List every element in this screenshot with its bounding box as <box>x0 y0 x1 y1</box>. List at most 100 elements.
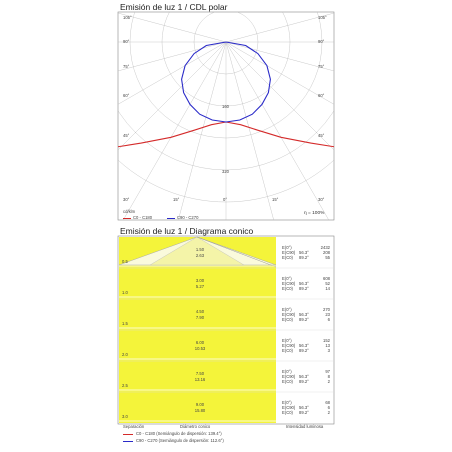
label-ec90: E(C90) <box>282 311 296 317</box>
angle-c90: 56.3° <box>299 311 309 317</box>
angle-label-left-60: 60° <box>123 93 130 98</box>
grid-ray <box>225 12 334 43</box>
angle-c0: 89.2° <box>299 347 309 353</box>
legend-label-c90: C90 - C270 <box>177 215 199 220</box>
bottom-label-15-right: 15° <box>272 197 279 202</box>
angle-c0: 89.2° <box>299 316 309 322</box>
grid-ray <box>118 41 227 72</box>
polar-grid <box>118 12 334 220</box>
grid-ray <box>225 41 329 220</box>
cone-legend-c90: C90 - C270 (Semiángulo de dispersión: 11… <box>136 438 224 443</box>
separation-value: 2.5 <box>122 383 128 388</box>
label-ec90: E(C90) <box>282 342 296 348</box>
grid-ray <box>118 41 227 151</box>
diameter-c0: 2.63 <box>195 252 205 258</box>
label-ec90: E(C90) <box>282 249 296 255</box>
label-ec90: E(C90) <box>282 404 296 410</box>
angle-c90: 56.3° <box>299 280 309 286</box>
legend-swatch-c0 <box>123 218 131 219</box>
label-ec90: E(C90) <box>282 373 296 379</box>
value-ec90: 208 <box>323 249 330 255</box>
value-e0: 608 <box>323 275 330 281</box>
polar-title: Emisión de luz 1 / CDL polar <box>120 2 228 12</box>
footer-diametro: Diámetro conico <box>180 424 211 429</box>
value-ec0: 2 <box>327 378 330 384</box>
diameter-c0: 13.16 <box>194 376 206 382</box>
cone-title: Emisión de luz 1 / Diagrama conico <box>120 226 254 236</box>
angle-c0: 89.2° <box>299 378 309 384</box>
diameter-c90: 9.00 <box>195 401 205 407</box>
angle-c90: 56.3° <box>299 342 309 348</box>
angle-label-left-45: 45° <box>123 133 130 138</box>
label-e0: E(0°) <box>282 337 292 343</box>
value-ec90: 52 <box>325 280 330 286</box>
grid-ray <box>225 41 334 151</box>
grid-ray <box>225 41 334 72</box>
radial-label-320: 320 <box>222 169 229 174</box>
angle-label-right-30: 30° <box>318 197 325 202</box>
cone-wedge-narrow <box>149 236 245 266</box>
efficiency-label: η = 100% <box>304 211 325 216</box>
separation-value: 1.5 <box>122 321 128 326</box>
cone-legend-swatch-c0 <box>123 434 133 435</box>
bottom-label-0: 0° <box>223 197 228 202</box>
label-ec0: E(C0) <box>282 316 293 322</box>
grid-ray <box>118 41 227 105</box>
cone-rows <box>119 265 333 422</box>
label-ec0: E(C0) <box>282 254 293 260</box>
grid-ray <box>123 41 227 220</box>
label-e0: E(0°) <box>282 244 292 250</box>
angle-c0: 89.2° <box>299 409 309 415</box>
grid-ray <box>225 41 274 220</box>
value-ec0: 2 <box>327 409 330 415</box>
cone-edge-right <box>196 236 277 268</box>
angle-c90: 56.3° <box>299 249 309 255</box>
cone-legend-c0: C0 - C180 (Semiángulo de dispersión: 139… <box>136 431 222 436</box>
footer-intensidad: Intensidad luminosa <box>286 424 324 429</box>
polar-curves <box>118 41 334 148</box>
value-ec90: 8 <box>327 373 330 379</box>
angle-c90: 56.3° <box>299 373 309 379</box>
diameter-c0: 10.53 <box>194 345 206 351</box>
value-ec0: 14 <box>325 285 330 291</box>
angle-label-right-105: 105° <box>318 15 327 20</box>
separation-value: 3.0 <box>122 414 128 419</box>
diameter-c90: 4.50 <box>195 308 205 314</box>
value-e0: 152 <box>323 337 330 343</box>
angle-label-right-75: 75° <box>318 64 325 69</box>
label-e0: E(0°) <box>282 399 292 405</box>
angle-c0: 89.2° <box>299 254 309 260</box>
value-ec90: 13 <box>325 342 330 348</box>
grid-ray <box>225 41 334 105</box>
cone-legend-swatch-c90 <box>123 441 133 442</box>
angle-label-left-105: 105° <box>123 15 132 20</box>
angle-label-left-30: 30° <box>123 197 130 202</box>
angle-label-right-90: 90° <box>318 39 325 44</box>
angle-label-right-45: 45° <box>318 133 325 138</box>
label-ec90: E(C90) <box>282 280 296 286</box>
angle-c90: 56.3° <box>299 404 309 410</box>
polar-unit: cd/klm <box>123 209 136 214</box>
value-ec0: 55 <box>325 254 330 260</box>
label-ec0: E(C0) <box>282 409 293 415</box>
diameter-c0: 5.27 <box>195 283 205 289</box>
value-e0: 270 <box>323 306 330 312</box>
cone-shapes <box>118 236 277 268</box>
value-e0: 68 <box>325 399 330 405</box>
angle-label-left-90: 90° <box>123 39 130 44</box>
label-e0: E(0°) <box>282 306 292 312</box>
label-ec0: E(C0) <box>282 347 293 353</box>
value-ec0: 6 <box>327 316 330 322</box>
diameter-c0: 7.90 <box>195 314 205 320</box>
label-e0: E(0°) <box>282 275 292 281</box>
value-ec90: 23 <box>325 311 330 317</box>
footer-separacion: Separación <box>123 424 145 429</box>
bottom-label-15-left: 15° <box>173 197 180 202</box>
polar-chart <box>117 11 335 221</box>
separation-value: 0.5 <box>122 259 128 264</box>
diameter-c90: 7.50 <box>195 370 205 376</box>
label-ec0: E(C0) <box>282 378 293 384</box>
separation-value: 2.0 <box>122 352 128 357</box>
value-ec90: 6 <box>327 404 330 410</box>
